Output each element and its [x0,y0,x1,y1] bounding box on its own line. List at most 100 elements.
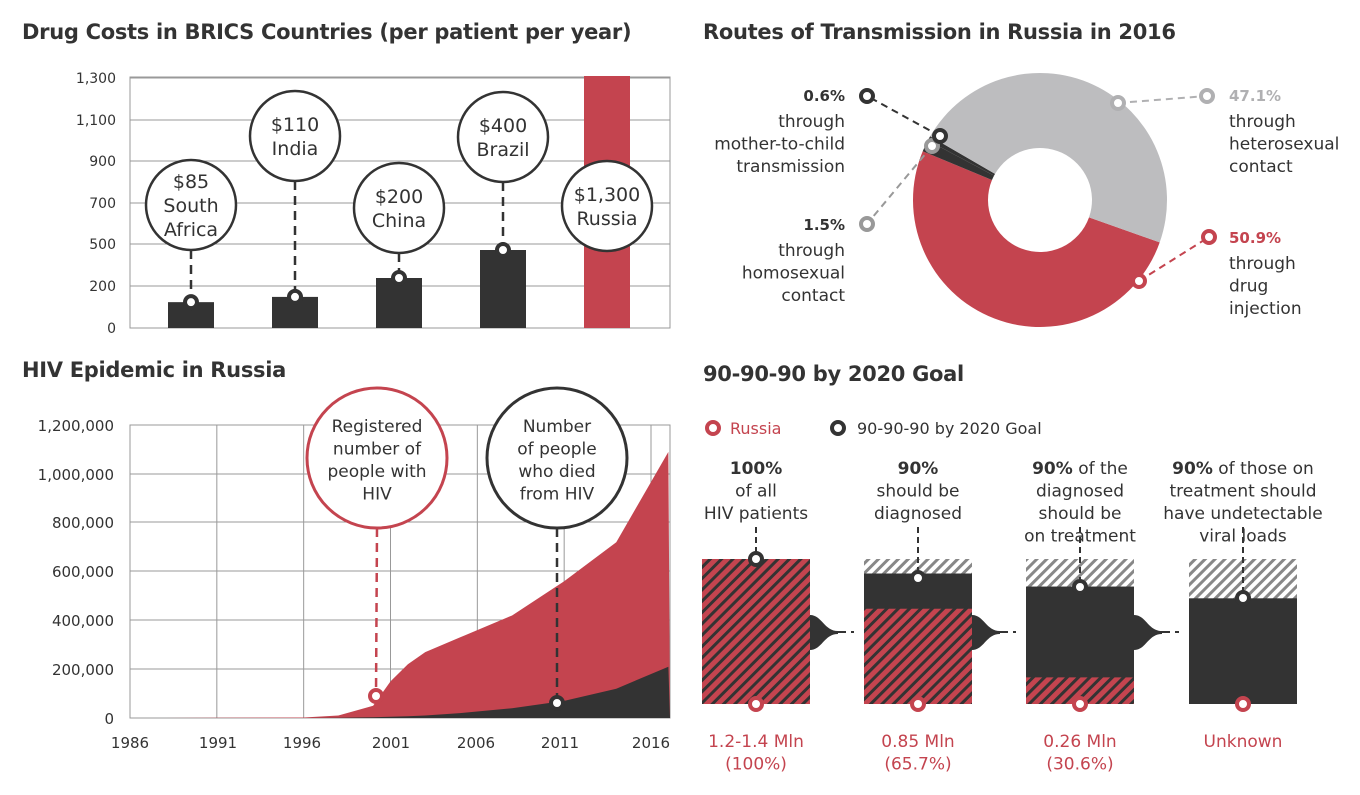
donut-slice [930,73,1167,243]
goal-russia-value: 0.26 Mln (30.6%) [1043,732,1116,775]
brics-ytick-label: 500 [89,237,116,253]
brics-value-bubble [352,161,446,255]
epidemic-ytick-label: 400,000 [52,612,114,630]
epidemic-xtick-label: 2011 [541,734,579,752]
routes-donut-chart: 50.9% through drug injection 1.5% through homo… [714,73,1339,328]
legend-goal-marker [830,420,846,436]
brics-value-bubble [248,89,342,183]
epidemic-area-series-2 [130,666,670,718]
epidemic-series-label: Registered number of people with HIV [327,417,426,505]
goal-target-marker [1072,579,1088,595]
donut-percent-label: 0.6% [803,87,845,105]
goal-chart: Russia 90-90-90 by 2020 Goal 100% of all HIV… [702,419,1323,775]
brics-value-bubble [560,159,654,253]
epidemic-area-chart: 0 200,000 400,000 600,000 800,000 1,000,000 1,… [38,386,671,752]
donut-label-marker [859,216,875,232]
epidemic-leader-line [374,527,379,697]
donut-category-label: through mother-to-child transmission [714,112,845,177]
donut-category-label: through drug injection [1229,254,1302,319]
goal-target-marker [1235,590,1251,606]
goal-title: 90-90-90 by 2020 Goal [703,362,964,386]
brics-value-bubble [144,158,238,252]
goal-russia-marker [1072,696,1088,712]
donut-slice-marker [1131,273,1147,289]
donut-slice-marker [924,138,940,154]
legend-russia-label: Russia [730,419,781,438]
brics-ytick-label: 1,300 [76,71,116,87]
epidemic-area-series-1 [130,451,670,718]
epidemic-xtick-label: 2006 [457,734,495,752]
goal-target-marker [748,551,764,567]
goal-russia-value: 1.2-1.4 Mln (100%) [708,732,804,775]
goal-block-russia [864,608,972,704]
brics-ytick-label: 1,100 [76,113,116,129]
donut-slice-marker [932,128,948,144]
epidemic-xtick-label: 1996 [283,734,321,752]
legend-russia-marker [705,420,721,436]
goal-target-marker [910,570,926,586]
epidemic-xtick-label: 2001 [372,734,410,752]
brics-chart: 0 200 500 700 900 1,100 1,300 $85 South Africa $11… [76,71,671,337]
epidemic-ytick-label: 1,000,000 [38,466,114,484]
donut-slice [927,136,996,176]
goal-header-text: 100% of all HIV patients [704,459,808,524]
epidemic-ytick-label: 1,200,000 [38,417,114,435]
epidemic-series-label: Number of people who died from HIV [517,417,596,505]
goal-russia-marker [748,696,764,712]
epidemic-xtick-label: 1986 [111,734,149,752]
epidemic-series-bubble [305,386,449,530]
legend-goal-label: 90-90-90 by 2020 Goal [857,419,1042,438]
epidemic-ytick-label: 0 [104,710,114,728]
goal-header-text: 90% of those on treatment should have unde… [1163,459,1322,547]
goal-block-russia [702,559,810,704]
donut-slice-marker [1110,95,1126,111]
donut-slice [922,140,995,181]
donut-leader-line [1138,236,1210,282]
goal-header-text: 90% of the diagnosed should be on treatment [1024,459,1136,547]
brics-bar-marker [183,294,199,311]
goal-header-text: 90% should be diagnosed [874,459,962,524]
donut-label-marker [859,88,875,104]
epidemic-series-marker [368,688,384,704]
donut-label-marker [1201,229,1217,245]
donut-percent-label: 1.5% [803,216,845,234]
epidemic-xtick-label: 2016 [632,734,670,752]
goal-block-target [1189,598,1297,704]
brics-ytick-label: 700 [89,196,116,212]
epidemic-ytick-label: 800,000 [52,514,114,532]
epidemic-ytick-label: 200,000 [52,661,114,679]
brics-ytick-label: 200 [89,279,116,295]
epidemic-title: HIV Epidemic in Russia [22,358,286,382]
brics-bar-marker [391,270,407,286]
epidemic-series-marker [549,695,565,711]
goal-russia-value: 0.85 Mln (65.7%) [881,732,954,775]
brics-title: Drug Costs in BRICS Countries (per patie… [22,20,632,44]
goal-russia-marker [910,696,926,712]
brics-bubble-label: $110 India [271,114,319,160]
donut-category-label: through homosexual contact [742,241,845,306]
donut-category-label: through heterosexual contact [1229,112,1339,177]
goal-connector-shape [810,615,838,650]
brics-bubble-label: $200 China [372,186,426,232]
epidemic-series-bubble [485,386,629,530]
donut-leader-line [866,145,933,225]
brics-bubble-label: $85 South Africa [163,171,218,241]
epidemic-ytick-label: 600,000 [52,563,114,581]
epidemic-xtick-label: 1991 [199,734,237,752]
donut-leader-line [1117,95,1208,104]
donut-percent-label: 50.9% [1229,229,1281,247]
routes-title: Routes of Transmission in Russia in 2016 [703,20,1176,44]
brics-bar-marker [287,288,303,305]
brics-bubble-label: $1,300 Russia [574,184,640,230]
goal-connector-shape [1134,615,1162,650]
brics-ytick-label: 0 [107,321,116,337]
goal-russia-marker [1235,696,1251,712]
brics-bar-china [376,278,422,328]
brics-bar-brazil [480,250,526,328]
donut-label-marker [1199,88,1215,104]
donut-percent-label: 47.1% [1229,87,1281,105]
brics-bar-marker [495,242,511,258]
donut-leader-line [866,95,941,137]
donut-slice [912,151,1160,328]
